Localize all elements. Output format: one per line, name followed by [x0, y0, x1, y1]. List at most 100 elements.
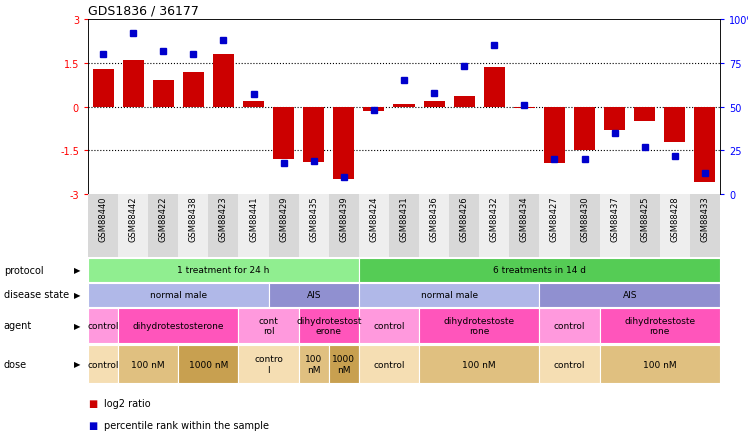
Text: AIS: AIS: [307, 290, 321, 299]
Text: control: control: [373, 360, 405, 368]
Bar: [359, 258, 720, 282]
Text: GSM88425: GSM88425: [640, 196, 649, 241]
Text: GSM88440: GSM88440: [99, 196, 108, 241]
Text: GSM88423: GSM88423: [219, 196, 228, 241]
Bar: [419, 345, 539, 383]
Bar: [93, 69, 114, 107]
Bar: [239, 345, 298, 383]
Text: 100
nM: 100 nM: [305, 355, 322, 374]
Bar: [514, 107, 535, 108]
Bar: [243, 102, 264, 107]
Text: dihydrotestost
erone: dihydrotestost erone: [296, 316, 361, 335]
Bar: [178, 194, 209, 257]
Text: agent: agent: [4, 321, 32, 331]
Text: GSM88438: GSM88438: [188, 196, 197, 241]
Bar: [269, 283, 359, 307]
Text: GSM88439: GSM88439: [340, 196, 349, 241]
Text: GSM88429: GSM88429: [279, 196, 288, 241]
Bar: [574, 107, 595, 151]
Text: GSM88430: GSM88430: [580, 196, 589, 241]
Bar: [359, 308, 419, 343]
Bar: [118, 345, 178, 383]
Bar: [123, 61, 144, 107]
Text: log2 ratio: log2 ratio: [105, 398, 151, 408]
Text: dihydrotestosterone: dihydrotestosterone: [132, 321, 224, 330]
Text: GSM88431: GSM88431: [399, 196, 408, 241]
Bar: [569, 194, 600, 257]
Bar: [183, 72, 204, 107]
Bar: [453, 97, 475, 107]
Text: GSM88424: GSM88424: [370, 196, 378, 241]
Text: protocol: protocol: [4, 265, 43, 275]
Text: dose: dose: [4, 359, 27, 369]
Bar: [209, 194, 239, 257]
Bar: [690, 194, 720, 257]
Bar: [329, 345, 359, 383]
Bar: [118, 308, 239, 343]
Text: ■: ■: [88, 398, 97, 408]
Bar: [634, 107, 655, 122]
Text: 6 treatments in 14 d: 6 treatments in 14 d: [493, 265, 586, 274]
Bar: [484, 68, 505, 107]
Text: ■: ■: [88, 420, 97, 430]
Bar: [509, 194, 539, 257]
Bar: [694, 107, 716, 183]
Text: normal male: normal male: [420, 290, 478, 299]
Bar: [298, 194, 329, 257]
Bar: [539, 283, 720, 307]
Text: 100 nM: 100 nM: [462, 360, 496, 368]
Text: percentile rank within the sample: percentile rank within the sample: [105, 420, 269, 430]
Bar: [393, 104, 414, 107]
Text: AIS: AIS: [622, 290, 637, 299]
Text: ▶: ▶: [74, 290, 81, 299]
Text: ▶: ▶: [74, 265, 81, 274]
Text: GSM88427: GSM88427: [550, 196, 559, 241]
Bar: [273, 107, 294, 160]
Text: cont
rol: cont rol: [259, 316, 278, 335]
Text: GSM88434: GSM88434: [520, 196, 529, 241]
Bar: [153, 81, 174, 107]
Bar: [178, 345, 239, 383]
Text: 1000 nM: 1000 nM: [188, 360, 228, 368]
Text: normal male: normal male: [150, 290, 207, 299]
Text: GSM88437: GSM88437: [610, 196, 619, 241]
Bar: [298, 345, 329, 383]
Text: 1000
nM: 1000 nM: [332, 355, 355, 374]
Bar: [539, 345, 600, 383]
Bar: [449, 194, 479, 257]
Text: contro
l: contro l: [254, 355, 283, 374]
Text: GDS1836 / 36177: GDS1836 / 36177: [88, 5, 199, 18]
Text: control: control: [88, 321, 119, 330]
Text: GSM88432: GSM88432: [490, 196, 499, 241]
Text: 100 nM: 100 nM: [643, 360, 677, 368]
Bar: [389, 194, 419, 257]
Text: GSM88435: GSM88435: [309, 196, 318, 241]
Bar: [630, 194, 660, 257]
Text: GSM88441: GSM88441: [249, 196, 258, 241]
Bar: [239, 194, 269, 257]
Text: GSM88428: GSM88428: [670, 196, 679, 241]
Bar: [213, 55, 234, 107]
Bar: [600, 308, 720, 343]
Text: ▶: ▶: [74, 360, 81, 368]
Text: 1 treatment for 24 h: 1 treatment for 24 h: [177, 265, 269, 274]
Bar: [118, 194, 148, 257]
Bar: [298, 308, 359, 343]
Bar: [604, 107, 625, 131]
Text: GSM88422: GSM88422: [159, 196, 168, 241]
Bar: [329, 194, 359, 257]
Bar: [303, 107, 324, 163]
Bar: [423, 102, 444, 107]
Bar: [88, 283, 269, 307]
Bar: [359, 194, 389, 257]
Bar: [660, 194, 690, 257]
Text: control: control: [88, 360, 119, 368]
Bar: [334, 107, 355, 180]
Text: GSM88433: GSM88433: [700, 196, 709, 241]
Bar: [364, 107, 384, 112]
Text: dihydrotestoste
rone: dihydrotestoste rone: [444, 316, 515, 335]
Bar: [88, 308, 118, 343]
Bar: [419, 308, 539, 343]
Bar: [539, 194, 569, 257]
Bar: [664, 107, 685, 142]
